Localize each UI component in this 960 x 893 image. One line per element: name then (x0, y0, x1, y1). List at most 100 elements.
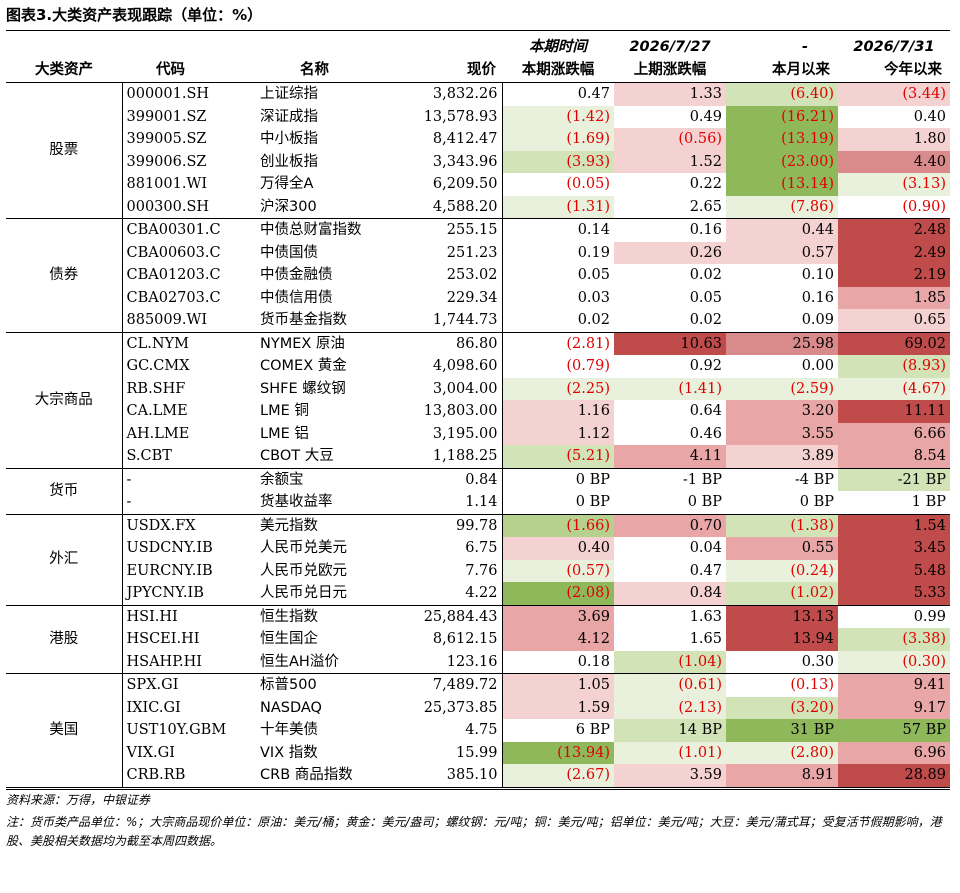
asset-name: CBOT 大豆 (256, 445, 380, 469)
period-change-cell: (1.66) (502, 514, 614, 537)
prev-change-cell: 0.70 (614, 514, 726, 537)
table-row: 399001.SZ 深证成指 13,578.93 (1.42) 0.49 (16.21) 0… (6, 105, 950, 128)
table-row: CA.LME LME 铜 13,803.00 1.16 0.64 3.20 11.11 (6, 400, 950, 423)
table-row: 大宗商品 CL.NYM NYMEX 原油 86.80 (2.81) 10.63 25.98 6… (6, 332, 950, 469)
current-price: 123.16 (380, 650, 503, 674)
asset-class-label: 外汇 (6, 514, 123, 606)
asset-name: 人民币兑欧元 (260, 562, 347, 579)
ticker-code: - (126, 471, 132, 488)
month-to-date-cell: (6.40) (726, 82, 838, 106)
month-to-date-cell: (2.59) (726, 377, 838, 400)
year-to-date-cell: 1.80 (838, 128, 950, 151)
table-row: AH.LME LME 铝 3,195.00 1.12 0.46 3.55 6.66 (6, 422, 950, 445)
current-price: 253.02 (380, 264, 503, 287)
year-to-date-cell: 4.40 (838, 150, 950, 173)
table-row: JPYCNY.IB 人民币兑日元 4.22 (2.08) 0.84 (1.02) 5.33 (6, 582, 950, 606)
current-price: 8,412.47 (380, 128, 503, 151)
table-row: HSAHP.HI 恒生AH溢价 123.16 0.18 (1.04) 0.30 (0.30) (6, 650, 950, 674)
year-to-date-cell: 1.54 (838, 514, 950, 537)
table-row: UST10Y.GBM 十年美债 4.75 6 BP 14 BP 31 BP 57 BP (6, 719, 950, 742)
footnote: 注：货币类产品单位：%；大宗商品现价单位：原油：美元/桶；黄金：美元/盎司；螺纹… (6, 815, 942, 848)
table-row: 399006.SZ 创业板指 3,343.96 (3.93) 1.52 (23.00) 4.… (6, 150, 950, 173)
prev-change-cell: 0.26 (614, 241, 726, 264)
asset-class-label: 美国 (6, 673, 123, 788)
table-row: CBA02703.C 中债信用债 229.34 0.03 0.05 0.16 1.85 (6, 286, 950, 309)
ticker-code: 399005.SZ (126, 131, 207, 147)
asset-name: 美元指数 (260, 517, 318, 534)
period-change-cell: 0.05 (502, 264, 614, 287)
period-change-cell: (0.57) (502, 559, 614, 582)
month-to-date-cell: 13.94 (726, 628, 838, 651)
asset-name: VIX 指数 (260, 744, 318, 761)
month-to-date-cell: (1.02) (726, 582, 838, 606)
table-row: 港股 HSI.HI 恒生指数 25,884.43 3.69 1.63 13.13 0.99 (6, 605, 950, 674)
asset-name: 人民币兑美元 (260, 540, 347, 556)
month-to-date-cell: 0.10 (726, 264, 838, 287)
year-to-date-cell: 0.65 (838, 309, 950, 333)
current-price: 3,832.26 (380, 82, 503, 106)
period-change-cell: 0.02 (502, 309, 614, 333)
asset-class-label: 大宗商品 (6, 332, 123, 469)
month-to-date-cell: (3.20) (726, 696, 838, 719)
year-to-date-cell: 9.17 (838, 696, 950, 719)
period-change-cell: (0.79) (502, 355, 614, 378)
prev-change-cell: (0.61) (614, 673, 726, 697)
header-row-labels: 大类资产 代码 名称 现价 本期涨跌幅 上期涨跌幅 本月以来 今年以来 (6, 59, 950, 83)
source-note: 资料来源：万得，中银证券 (6, 793, 151, 807)
current-price: 4,588.20 (380, 195, 503, 219)
month-to-date-cell: 25.98 (726, 332, 838, 355)
asset-name: 中债金融债 (260, 267, 333, 283)
prev-change-cell: 0.49 (614, 105, 726, 128)
month-to-date-cell: 0.55 (726, 537, 838, 560)
asset-name: 深证成指 (260, 108, 318, 125)
year-to-date-cell: 57 BP (838, 719, 950, 742)
header-name: 名称 (256, 59, 380, 83)
prev-change-cell: 0.05 (614, 286, 726, 309)
asset-name: NASDAQ (260, 699, 322, 716)
period-change-cell: (2.25) (502, 377, 614, 400)
year-to-date-cell: 69.02 (838, 332, 950, 355)
year-to-date-cell: 6.96 (838, 741, 950, 764)
prev-change-cell: (2.13) (614, 696, 726, 719)
header-blank (380, 36, 502, 59)
prev-change-cell: 2.65 (614, 195, 726, 219)
asset-class-label: 港股 (6, 605, 123, 674)
table-row: HSCEI.HI 恒生国企 8,612.15 4.12 1.65 13.94 (3.38) (6, 628, 950, 651)
prev-change-cell: 0.46 (614, 422, 726, 445)
table-row: CBA01203.C 中债金融债 253.02 0.05 0.02 0.10 2.19 (6, 264, 950, 287)
year-to-date-cell: 5.33 (838, 582, 950, 606)
asset-name: 万得全A (260, 176, 314, 192)
header-year-to-date: 今年以来 (838, 59, 950, 83)
ticker-code: CRB.RB (122, 764, 256, 788)
prev-change-cell: (1.01) (614, 741, 726, 764)
table-row: CRB.RB CRB 商品指数 385.10 (2.67) 3.59 8.91 28.89 (6, 764, 950, 788)
month-to-date-cell: (13.19) (726, 128, 838, 151)
month-to-date-cell: 8.91 (726, 764, 838, 788)
current-price: 86.80 (380, 332, 503, 355)
period-change-cell: (1.69) (502, 128, 614, 151)
asset-name: 中债信用债 (260, 289, 333, 306)
month-to-date-cell: (13.14) (726, 173, 838, 196)
asset-class-label: 债券 (6, 218, 123, 333)
current-price: 3,004.00 (380, 377, 503, 400)
year-to-date-cell: (3.38) (838, 628, 950, 651)
period-change-cell: 0.18 (502, 650, 614, 674)
year-to-date-cell: 1.85 (838, 286, 950, 309)
ticker-code: HSI.HI (126, 608, 178, 625)
table-row: 外汇 USDX.FX 美元指数 99.78 (1.66) 0.70 (1.38) 1.54 (6, 514, 950, 606)
ticker-code: 881001.WI (126, 176, 208, 192)
figure-title: 图表3.大类资产表现跟踪（单位：%） (6, 6, 263, 24)
table-row: GC.CMX COMEX 黄金 4,098.60 (0.79) 0.92 0.00 (8.9… (6, 355, 950, 378)
asset-name: 恒生AH溢价 (256, 650, 380, 674)
month-to-date-cell: (0.13) (726, 673, 838, 697)
table-row: USDCNY.IB 人民币兑美元 6.75 0.40 0.04 0.55 3.45 (6, 537, 950, 560)
year-to-date-cell: (3.13) (838, 173, 950, 196)
asset-name: LME 铜 (260, 403, 309, 419)
current-price: 15.99 (380, 741, 503, 764)
current-price: 0.84 (380, 468, 503, 491)
ticker-code: HSCEI.HI (126, 631, 200, 647)
prev-change-cell: 10.63 (614, 332, 726, 355)
year-to-date-cell: (4.67) (838, 377, 950, 400)
year-to-date-cell: 3.45 (838, 537, 950, 560)
current-price: 4.75 (380, 719, 503, 742)
